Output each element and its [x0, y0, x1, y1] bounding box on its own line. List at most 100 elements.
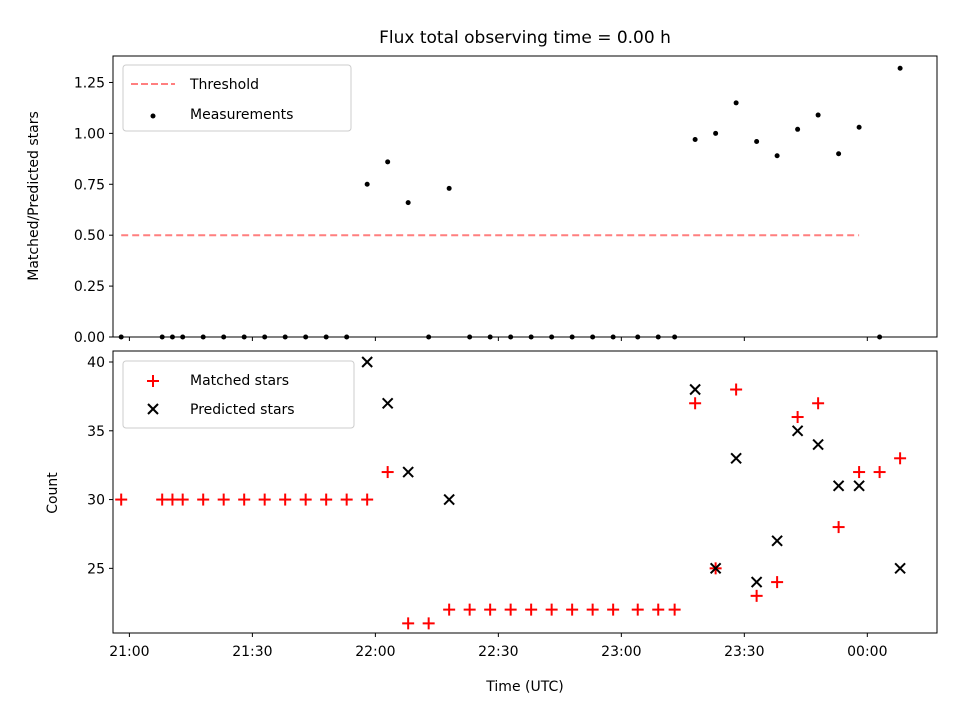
matched-stars-point [166, 493, 179, 506]
measurement-point [405, 200, 411, 206]
measurement-point [385, 159, 391, 165]
bottom-legend: Matched stars Predicted stars [122, 360, 355, 429]
matched-stars-point [607, 603, 620, 616]
matched-stars-point [320, 493, 333, 506]
matched-stars-point [652, 603, 665, 616]
predicted-stars-point [853, 480, 865, 492]
top-plot-ytick-label: 0.50 [74, 228, 105, 244]
measurement-point [446, 185, 452, 191]
predicted-stars-point [812, 438, 824, 451]
matched-stars-point [545, 603, 558, 616]
legend-measurements-label: Measurements [190, 107, 293, 123]
top-plot-area: 0.00 0.25 0.50 0.75 1.00 1.25 [74, 65, 903, 346]
bot-plot-ytick-label: 30 [87, 493, 105, 509]
bot-plot-xtick-label: 22:00 [355, 644, 395, 660]
matched-stars-point [873, 466, 886, 479]
matched-stars-point [484, 603, 497, 616]
legend-measurements-swatch [150, 113, 156, 119]
matched-stars-point [586, 603, 599, 616]
bottom-panel: Count Time (UTC) 25 30 35 40 21:00 21:30 22:00… [45, 350, 938, 695]
top-plot-ytick-label: 1.25 [74, 75, 105, 91]
bot-plot-xtick-label: 23:00 [601, 644, 641, 660]
predicted-stars-point [709, 562, 722, 575]
matched-stars-point [176, 493, 189, 506]
top-plot-ytick-label: 0.25 [74, 279, 105, 295]
matched-stars-point [402, 617, 415, 630]
matched-stars-point [832, 521, 845, 534]
top-plot-ytick-label: 0.00 [74, 330, 105, 346]
top-legend: Threshold Measurements [122, 64, 352, 132]
legend-predicted-label: Predicted stars [190, 402, 295, 418]
matched-stars-point [853, 466, 866, 479]
measurement-point [733, 100, 739, 106]
matched-stars-point [340, 493, 353, 506]
measurement-point [897, 65, 903, 71]
legend-matched-label: Matched stars [190, 373, 289, 389]
top-axes-frame [112, 55, 938, 338]
bottom-plot-area: 25 30 35 40 21:00 21:30 22:00 22:30 23:00 23:30 00… [87, 355, 907, 660]
predicted-stars-point [402, 466, 414, 478]
bot-plot-ytick-label: 40 [87, 355, 105, 371]
bottom-x-axis-label: Time (UTC) [485, 679, 563, 695]
measurement-point [815, 112, 821, 118]
legend-threshold-label: Threshold [189, 77, 259, 93]
matched-stars-point [668, 603, 681, 616]
bot-plot-xtick-label: 22:30 [478, 644, 518, 660]
matched-stars-point [771, 576, 784, 589]
predicted-stars-point [894, 562, 906, 575]
measurement-point [795, 126, 801, 132]
predicted-stars-point [771, 535, 783, 547]
bot-plot-xtick-label: 21:30 [232, 644, 272, 660]
measurement-point [692, 136, 698, 142]
matched-stars-point [894, 452, 907, 465]
matched-stars-point [156, 493, 169, 506]
matched-stars-point [812, 397, 825, 410]
matched-stars-point [197, 493, 210, 506]
matched-stars-point [361, 493, 374, 506]
matched-stars-point [443, 603, 456, 616]
matched-stars-point [504, 603, 517, 616]
matched-stars-point [525, 603, 538, 616]
matched-stars-point [238, 493, 251, 506]
legend-predicted-swatch [147, 403, 159, 415]
bottom-y-axis-label: Count [45, 472, 61, 514]
predicted-stars-point [361, 356, 373, 368]
matched-stars-point [689, 397, 702, 410]
predicted-stars-point [443, 493, 455, 506]
top-plot-ytick-label: 0.75 [74, 177, 105, 193]
matched-stars-point [381, 466, 394, 479]
matched-stars-point [463, 603, 476, 616]
matched-stars-point [258, 493, 271, 506]
measurement-point [856, 124, 862, 130]
top-plot-ytick-label: 1.00 [74, 126, 105, 142]
predicted-stars-point [791, 425, 804, 437]
bot-plot-xtick-label: 00:00 [847, 644, 887, 660]
predicted-stars-point [730, 452, 742, 465]
top-panel: Flux total observing time = 0.00 h Match… [26, 28, 938, 346]
bot-plot-ytick-label: 35 [87, 424, 105, 440]
predicted-stars-point [832, 480, 845, 492]
predicted-stars-point [750, 576, 763, 588]
matched-stars-point [115, 493, 128, 506]
predicted-stars-point [381, 397, 394, 409]
top-legend-box [122, 64, 352, 132]
bot-plot-ytick-label: 25 [87, 561, 105, 577]
matched-stars-point [217, 493, 230, 506]
bot-plot-xtick-label: 23:30 [724, 644, 764, 660]
predicted-stars-point [689, 383, 701, 396]
matched-stars-point [750, 589, 763, 602]
matched-stars-point [299, 493, 312, 506]
bottom-legend-box [122, 360, 355, 429]
matched-stars-point [279, 493, 292, 506]
bot-plot-xtick-label: 21:00 [109, 644, 149, 660]
matched-stars-point [422, 617, 435, 630]
measurement-point [774, 153, 780, 159]
matched-stars-point [566, 603, 579, 616]
measurement-point [754, 139, 760, 145]
matched-stars-point [631, 603, 644, 616]
measurement-point [836, 151, 842, 157]
top-y-axis-label: Matched/Predicted stars [26, 111, 42, 281]
measurement-point [364, 181, 370, 187]
top-chart-title: Flux total observing time = 0.00 h [379, 28, 671, 48]
